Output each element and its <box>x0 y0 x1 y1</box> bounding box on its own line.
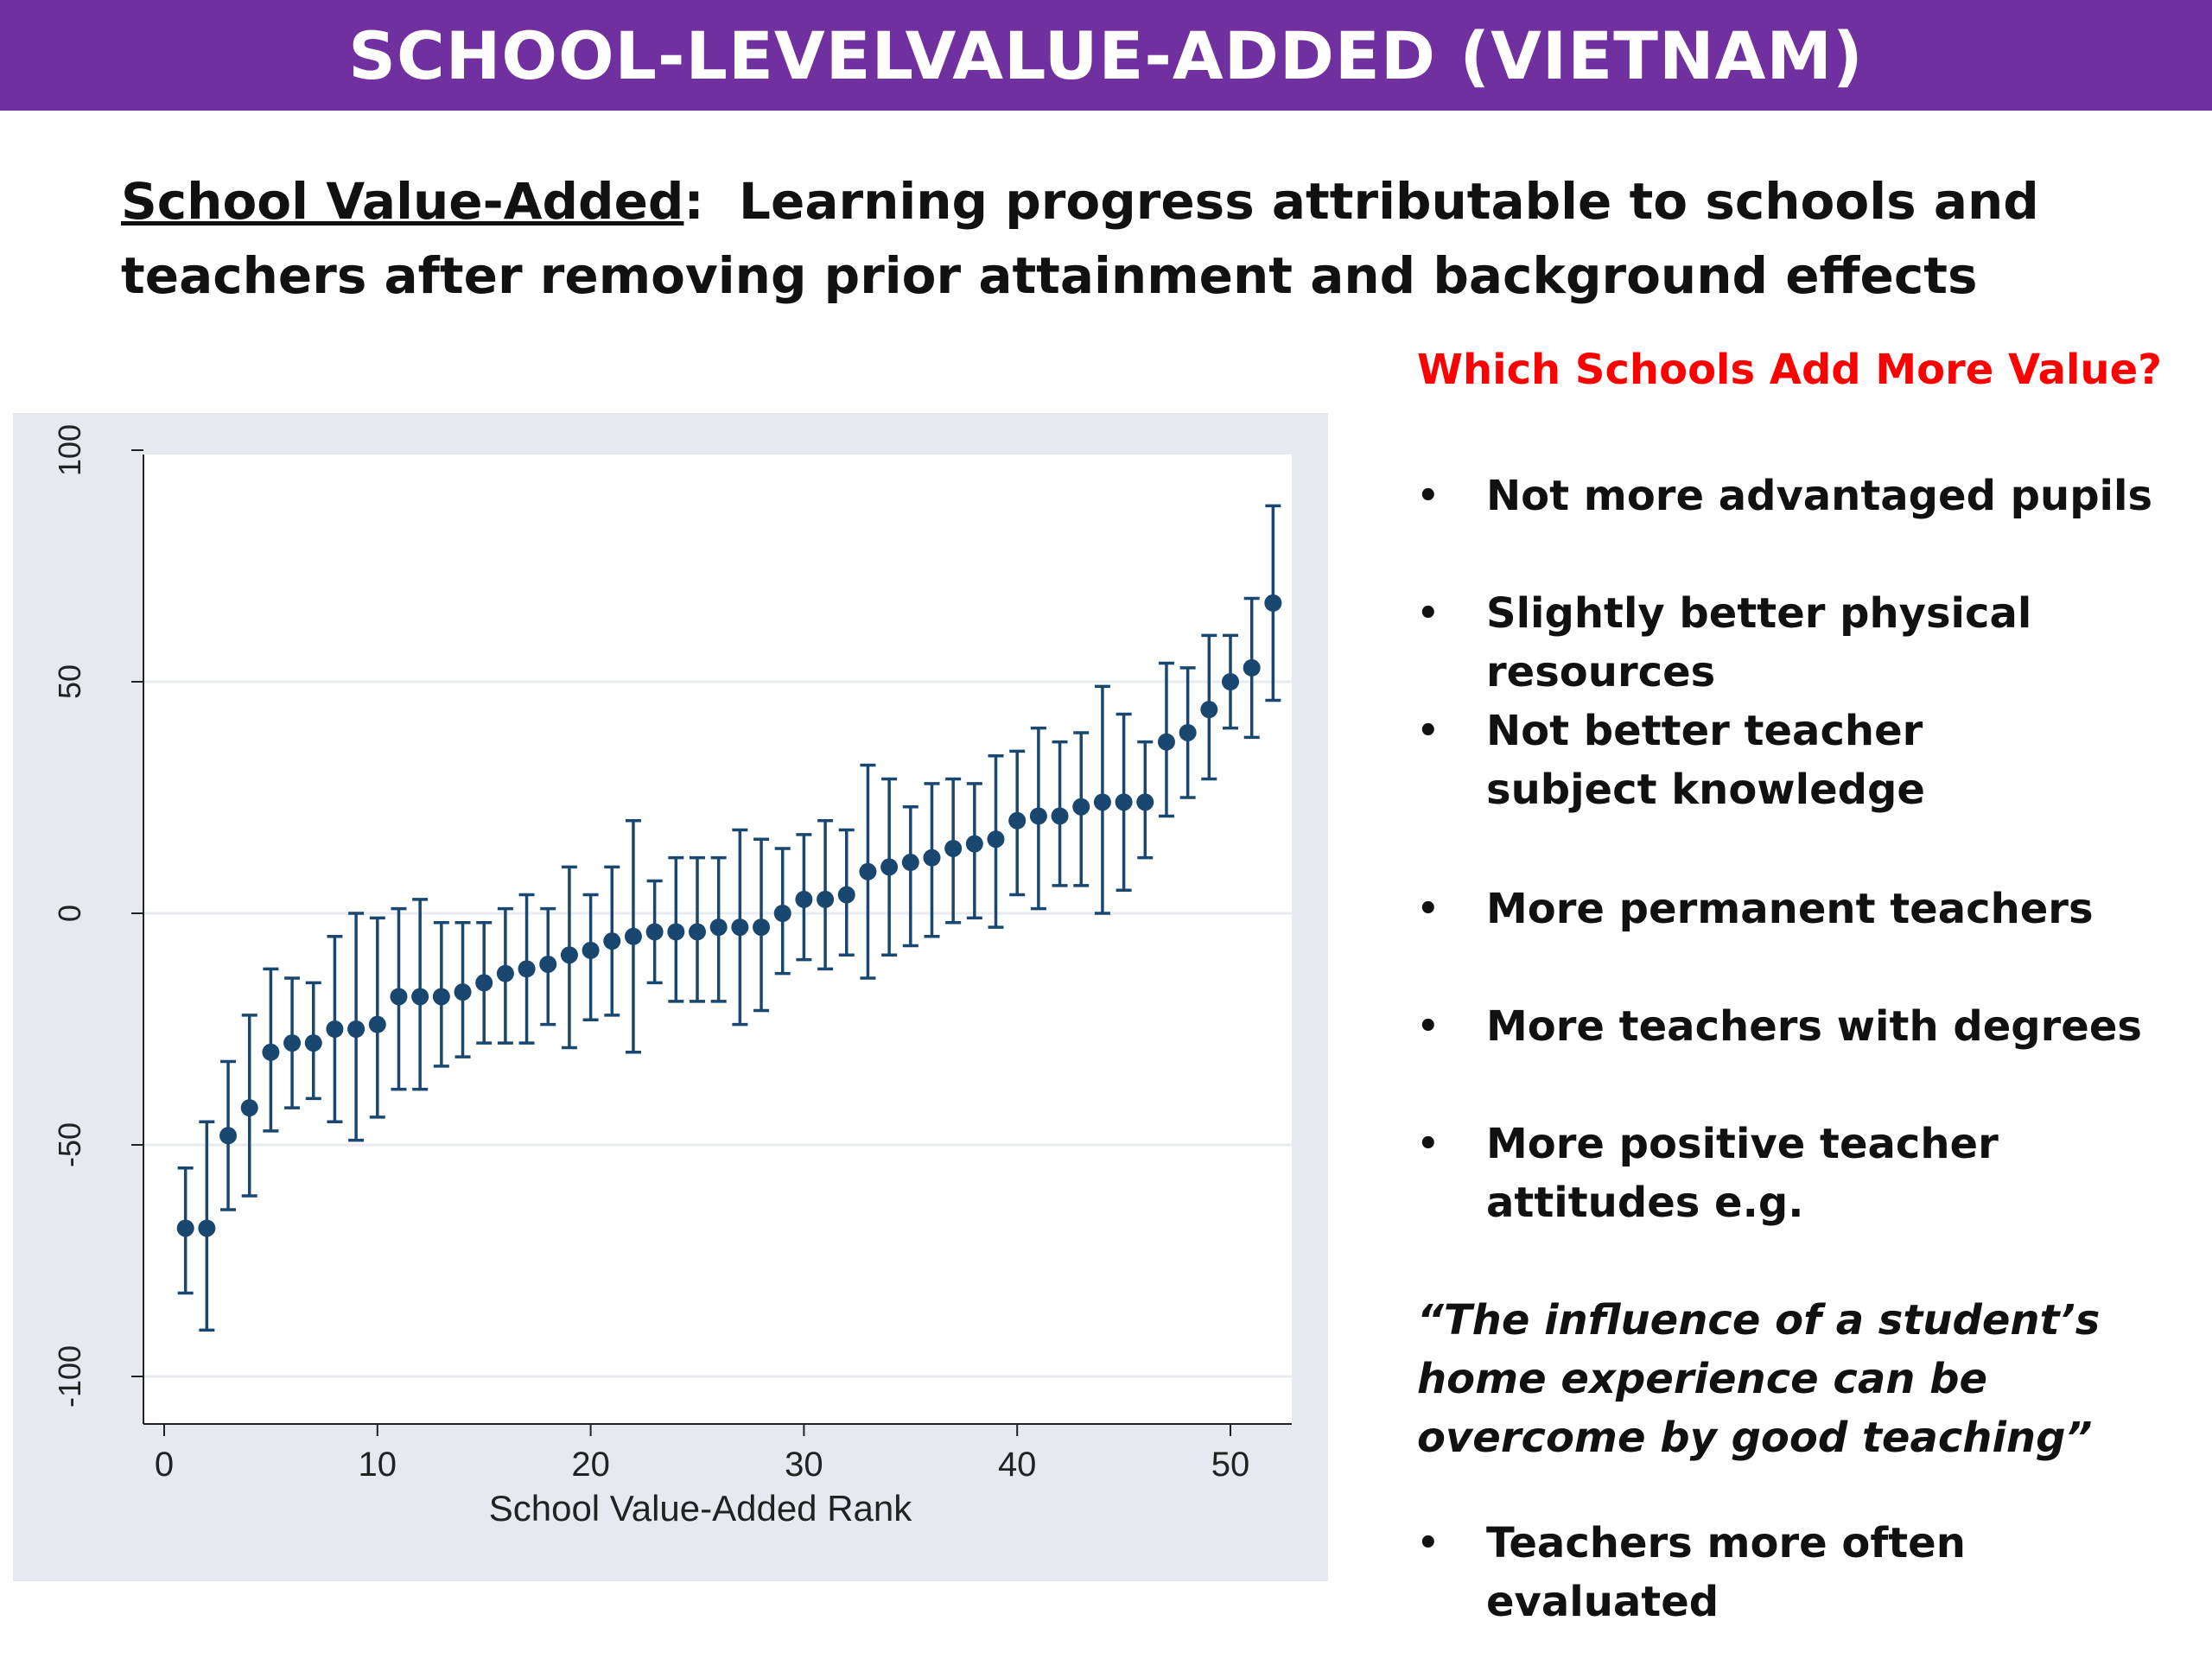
data-point <box>731 918 749 937</box>
data-point <box>539 955 557 973</box>
data-point <box>689 923 706 941</box>
slide-title: SCHOOL-LEVELVALUE-ADDED (VIETNAM) <box>348 16 1864 94</box>
bullet-icon: • <box>1417 594 1440 633</box>
definition-separator: : <box>683 172 740 231</box>
data-point <box>219 1127 238 1145</box>
x-axis-label: School Value-Added Rank <box>489 1488 913 1529</box>
finding-text: Not better teacher subject knowledge <box>1486 707 1925 814</box>
data-point <box>1157 733 1175 751</box>
data-point <box>817 890 835 908</box>
data-point <box>944 839 963 857</box>
data-point <box>518 960 536 978</box>
data-point <box>176 1219 194 1237</box>
data-point <box>368 1015 386 1033</box>
data-point <box>198 1219 216 1237</box>
data-point <box>326 1020 344 1038</box>
finding-text: Teachers more often evaluated <box>1486 1519 1966 1626</box>
data-point <box>1243 658 1261 677</box>
data-point <box>411 988 429 1006</box>
x-tick-label: 50 <box>1211 1446 1250 1484</box>
findings-heading: Which Schools Add More Value? <box>1417 346 2162 394</box>
bullet-icon: • <box>1417 1523 1440 1563</box>
data-point <box>1264 594 1282 612</box>
data-point <box>390 988 408 1006</box>
data-point <box>1051 807 1069 825</box>
data-point <box>859 862 877 880</box>
definition-term: School Value-Added <box>121 172 684 231</box>
bullet-icon: • <box>1417 1124 1440 1164</box>
chart: -100 -50 0 50 100 0 10 20 30 40 50 School Value-Add… <box>52 424 1292 1529</box>
x-tick-label: 30 <box>785 1446 823 1484</box>
title-bar: SCHOOL-LEVELVALUE-ADDED (VIETNAM) <box>0 0 2212 111</box>
bullet-icon: • <box>1417 476 1440 516</box>
data-point <box>795 890 813 908</box>
data-point <box>475 974 493 992</box>
x-tick-label: 40 <box>998 1446 1037 1484</box>
data-point <box>624 927 642 945</box>
finding-text: More teachers with degrees <box>1486 1002 2142 1051</box>
data-point <box>1093 793 1111 811</box>
finding-text: Not more advantaged pupils <box>1486 472 2153 520</box>
data-point <box>753 918 771 937</box>
data-point <box>1115 793 1133 811</box>
data-point <box>603 932 621 950</box>
data-point <box>432 988 450 1006</box>
x-tick-label: 10 <box>359 1446 397 1484</box>
y-tick-label: 50 <box>52 664 87 699</box>
definition-text: School Value-Added: Learning progress at… <box>121 164 2108 313</box>
data-point <box>347 1020 365 1038</box>
data-point <box>560 946 578 964</box>
y-tick-label: -100 <box>52 1345 87 1408</box>
data-point <box>965 835 983 853</box>
finding-text: More positive teacher attitudes e.g. <box>1486 1120 1999 1227</box>
y-tick-label: -50 <box>52 1122 87 1167</box>
data-point <box>1072 798 1090 816</box>
quote-text: “The influence of a student’s home exper… <box>1417 1296 2101 1462</box>
y-tick-label: 0 <box>52 905 87 922</box>
x-tick-label: 20 <box>571 1446 610 1484</box>
data-point <box>1029 807 1047 825</box>
data-point <box>837 886 855 904</box>
bullet-icon: • <box>1417 1007 1440 1046</box>
definition-body: Learning progress attributable to school… <box>121 172 2039 305</box>
data-point <box>454 983 472 1001</box>
y-tick-label: 100 <box>52 424 87 476</box>
bullet-icon: • <box>1417 711 1440 751</box>
data-point <box>1222 673 1239 690</box>
data-point <box>880 858 899 876</box>
data-point <box>1200 701 1218 719</box>
data-point <box>901 854 919 872</box>
finding-text: More permanent teachers <box>1486 885 2094 933</box>
data-point <box>709 918 728 937</box>
data-point <box>645 923 664 941</box>
data-point <box>496 964 514 982</box>
bullet-icon: • <box>1417 889 1440 929</box>
data-point <box>1136 793 1154 811</box>
data-point <box>262 1043 280 1061</box>
data-point <box>923 849 941 867</box>
data-point <box>987 830 1005 849</box>
data-point <box>1008 811 1027 830</box>
data-point <box>582 941 600 959</box>
data-point <box>667 923 685 941</box>
data-point <box>240 1099 258 1117</box>
data-point <box>304 1034 322 1052</box>
finding-text: Slightly better physical resources <box>1486 589 2032 696</box>
chart-panel: -100 -50 0 50 100 0 10 20 30 40 50 School Value-Add… <box>13 413 1328 1581</box>
x-tick-label: 0 <box>155 1446 174 1484</box>
data-point <box>773 905 791 922</box>
data-point <box>1179 723 1197 741</box>
data-point <box>283 1034 302 1052</box>
